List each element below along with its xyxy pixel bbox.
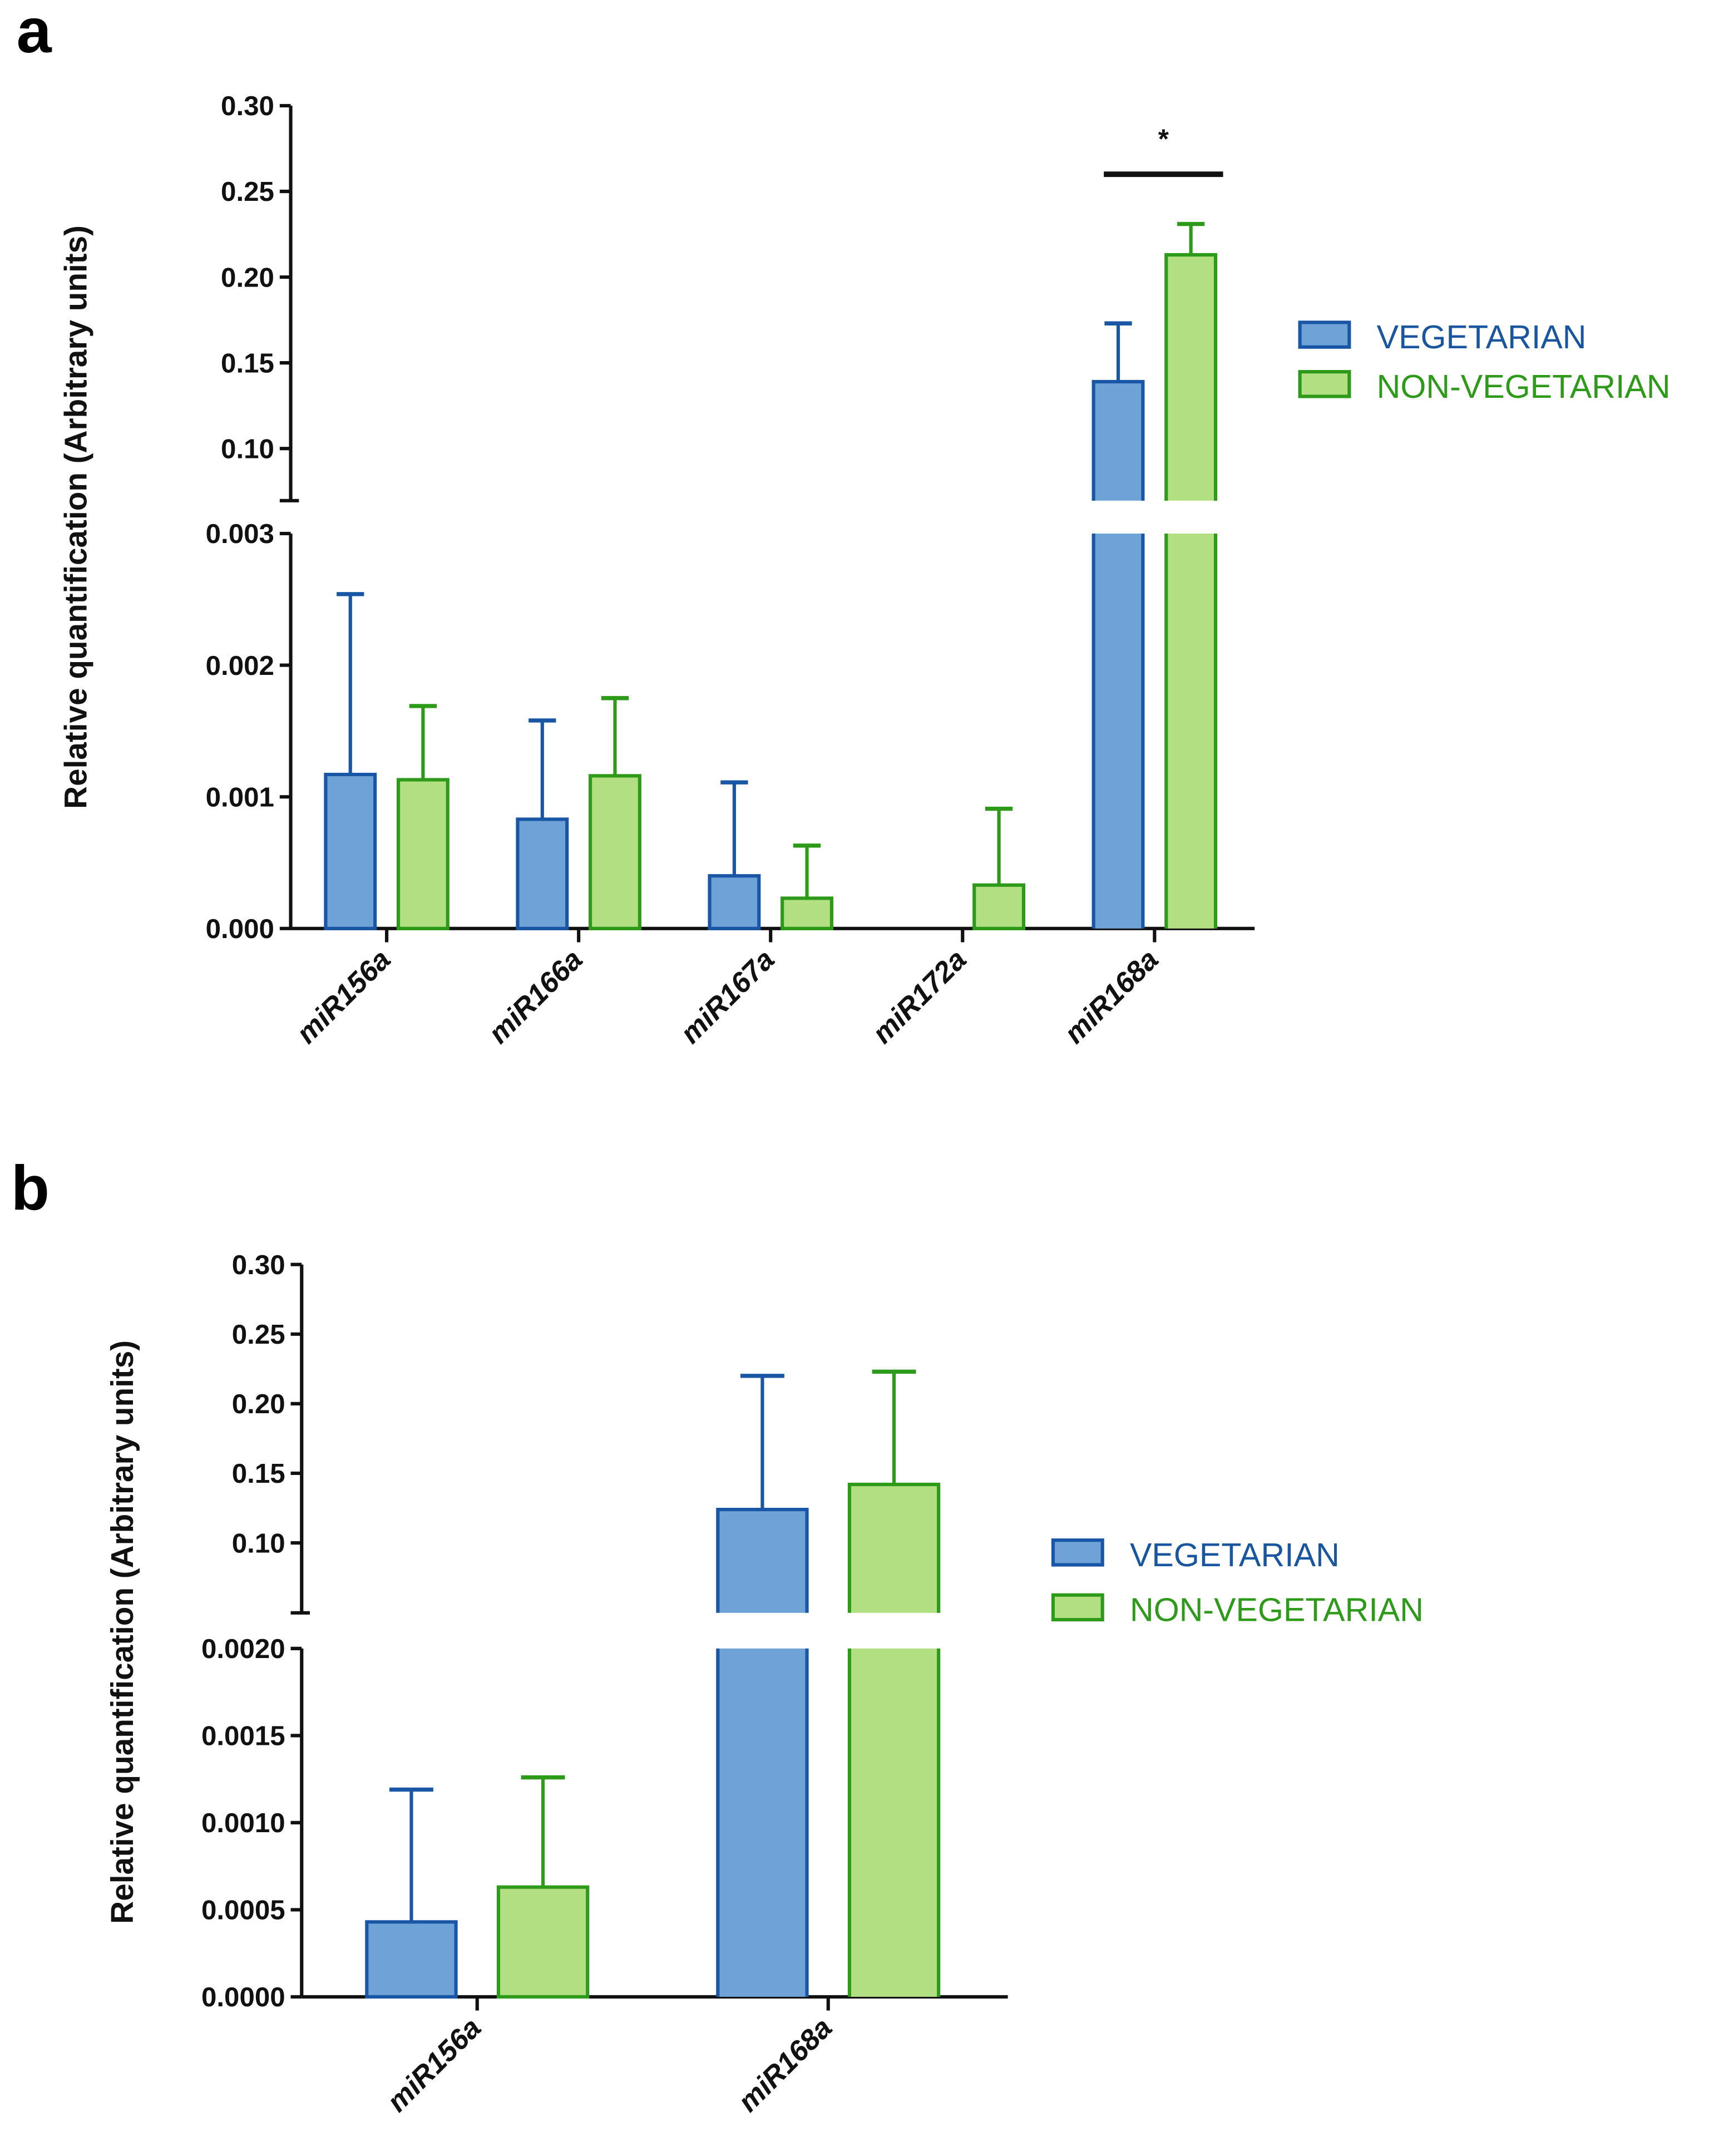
y-tick-label: 0.25: [232, 1319, 285, 1350]
y-tick-label: 0.003: [206, 519, 274, 549]
y-tick-label: 0.20: [232, 1389, 285, 1419]
y-tick-label: 0.10: [232, 1528, 285, 1558]
y-tick-label: 0.10: [221, 433, 274, 464]
legend-swatch-vegetarian: [1051, 1538, 1104, 1567]
y-tick-label: 0.0015: [201, 1721, 285, 1752]
bar-edge: [716, 1507, 809, 1613]
y-axis-label: Relative quantification (Arbitrary units…: [58, 225, 93, 809]
x-tick-label: miR166a: [482, 943, 589, 1050]
y-tick-label: 0.25: [221, 176, 274, 207]
bar-non-vegetarian: [396, 778, 450, 930]
x-tick-label: miR172a: [866, 943, 972, 1050]
y-tick-label: 0.001: [206, 782, 274, 812]
bar-non-vegetarian-lower: [1166, 533, 1216, 929]
bar-vegetarian: [516, 817, 569, 930]
bar-vegetarian: [365, 1920, 458, 1999]
legend-label: VEGETARIAN: [1130, 1536, 1340, 1573]
y-tick-label: 0.0000: [201, 1982, 285, 2012]
legend-swatch-vegetarian: [1298, 320, 1351, 349]
legend-label: NON-VEGETARIAN: [1377, 368, 1671, 405]
bar-non-vegetarian-upper: [1166, 255, 1216, 501]
y-tick-label: 0.000: [206, 914, 274, 944]
y-tick-label: 0.15: [232, 1458, 285, 1489]
legend-swatch-non-vegetarian: [1298, 370, 1351, 398]
panel-label: a: [17, 0, 52, 66]
panel-label: b: [11, 1153, 50, 1223]
bar-non-vegetarian: [972, 883, 1026, 930]
bar-edge: [1164, 533, 1218, 929]
bar-vegetarian-upper: [718, 1509, 807, 1613]
bar-edge: [847, 1648, 941, 1997]
bar-non-vegetarian-upper: [849, 1484, 939, 1613]
x-tick-label: miR156a: [290, 943, 397, 1050]
bar-non-vegetarian: [589, 774, 641, 930]
bar-non-vegetarian: [496, 1885, 590, 1999]
bar-edge: [847, 1482, 941, 1613]
x-tick-label: miR168a: [1058, 943, 1164, 1050]
y-tick-label: 0.30: [221, 91, 274, 121]
bar-vegetarian-lower: [718, 1648, 807, 1997]
bar-vegetarian-upper: [1093, 381, 1143, 501]
y-tick-label: 0.0020: [201, 1634, 285, 1664]
y-tick-label: 0.30: [232, 1250, 285, 1280]
x-tick-label: miR156a: [381, 2011, 487, 2118]
bar-vegetarian-lower: [1093, 533, 1143, 929]
x-tick-label: miR168a: [732, 2011, 838, 2118]
y-tick-label: 0.0005: [201, 1895, 285, 1926]
x-tick-label: miR167a: [674, 943, 781, 1050]
bar-non-vegetarian: [781, 896, 833, 930]
bar-non-vegetarian-lower: [849, 1648, 939, 1997]
bar-edge: [716, 1648, 809, 1997]
bar-edge: [1091, 533, 1145, 929]
legend-label: VEGETARIAN: [1377, 318, 1587, 356]
bar-edge: [1164, 253, 1218, 501]
significance-star: *: [1158, 124, 1169, 154]
y-tick-label: 0.0010: [201, 1808, 285, 1838]
y-tick-label: 0.002: [206, 650, 274, 681]
legend-label: NON-VEGETARIAN: [1130, 1591, 1424, 1629]
bar-edge: [1091, 379, 1145, 501]
y-tick-label: 0.20: [221, 262, 274, 293]
legend-swatch-non-vegetarian: [1051, 1593, 1104, 1622]
bar-vegetarian: [708, 874, 761, 930]
y-axis-label: Relative quantification (Arbitrary units…: [105, 1340, 140, 1924]
y-tick-label: 0.15: [221, 348, 274, 378]
bar-vegetarian: [324, 772, 377, 930]
